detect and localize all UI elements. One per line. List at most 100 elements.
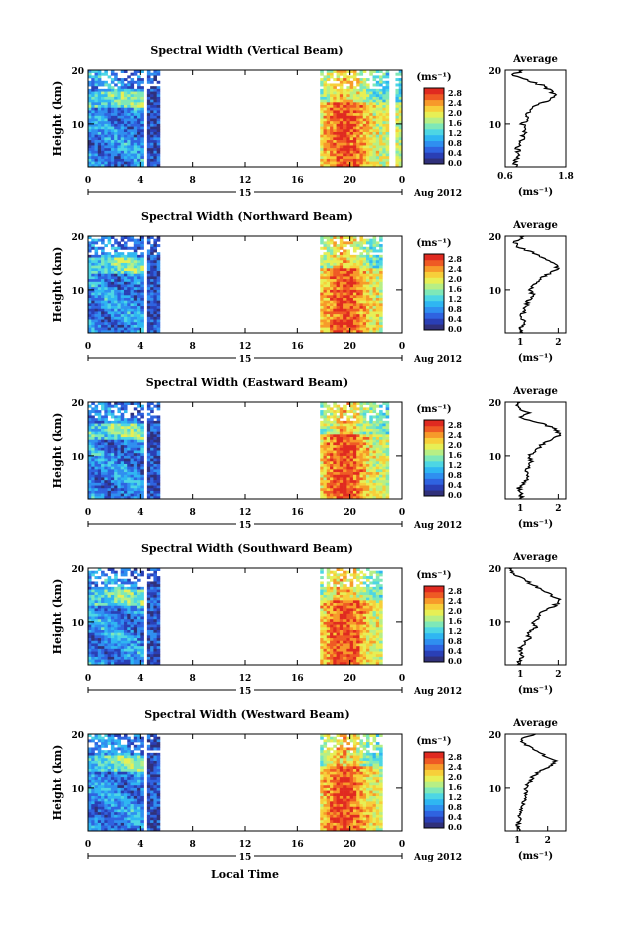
heatmap-cell	[107, 161, 112, 165]
heatmap-cell	[104, 279, 108, 283]
colorbar-segment	[424, 460, 444, 468]
heatmap-cell	[352, 289, 357, 293]
heatmap-cell	[323, 295, 328, 299]
heatmap-cell	[137, 442, 141, 446]
heatmap-cell	[352, 447, 357, 451]
heatmap-cell	[133, 99, 138, 103]
heatmap-cell	[88, 102, 92, 106]
heatmap-cell	[94, 426, 99, 430]
heatmap-cell	[343, 271, 347, 275]
heatmap-cell	[320, 241, 324, 245]
heatmap-cell	[356, 463, 360, 467]
colorbar-tick-label: 0.4	[448, 480, 462, 490]
heatmap-cell	[104, 584, 108, 588]
heatmap-cell	[382, 466, 386, 470]
heatmap-cell	[336, 96, 341, 100]
heatmap-cell	[123, 115, 128, 119]
heatmap-cell	[101, 260, 105, 264]
heatmap-cell	[146, 496, 151, 500]
heatmap-cell	[127, 105, 131, 109]
heatmap-cell	[101, 469, 105, 473]
heatmap-cell	[137, 592, 141, 596]
heatmap-cell	[330, 437, 334, 441]
heatmap-cell	[146, 110, 151, 114]
heatmap-cell	[330, 279, 334, 283]
heatmap-cell	[375, 469, 380, 473]
heatmap-cell	[343, 99, 347, 103]
heatmap-cell	[366, 126, 370, 130]
heatmap-cell	[146, 276, 151, 280]
heatmap-cell	[336, 91, 341, 95]
heatmap-cell	[323, 450, 328, 454]
panel-2: Spectral Width (Northward Beam)Height (k…	[51, 210, 567, 365]
heatmap-cell	[133, 158, 138, 162]
heatmap-cell	[385, 461, 390, 465]
heatmap-cell	[101, 402, 105, 405]
heatmap-cell	[333, 327, 337, 331]
heatmap-cell	[379, 268, 383, 272]
heatmap-cell	[379, 164, 383, 168]
heatmap-cell	[88, 600, 92, 604]
heatmap-cell	[117, 284, 122, 288]
heatmap-cell	[110, 316, 115, 320]
heatmap-cell	[323, 477, 328, 481]
heatmap-cell	[127, 619, 131, 623]
heatmap-cell	[375, 276, 380, 280]
heatmap-cell	[88, 249, 92, 253]
heatmap-cell	[156, 308, 161, 312]
heatmap-cell	[333, 488, 337, 492]
heatmap-cell	[153, 490, 157, 494]
heatmap-cell	[343, 324, 347, 328]
heatmap-cell	[120, 105, 125, 109]
heatmap-cell	[127, 96, 131, 100]
heatmap-cell	[133, 306, 138, 310]
heatmap-cell	[94, 118, 99, 122]
heatmap-cell	[356, 480, 360, 484]
heatmap-cell	[372, 75, 377, 79]
heatmap-cell	[385, 434, 390, 438]
heatmap-cell	[379, 477, 383, 481]
heatmap-cell	[156, 330, 161, 334]
heatmap-cell	[333, 461, 337, 465]
heatmap-cell	[385, 431, 390, 435]
heatmap-cell	[156, 300, 161, 304]
heatmap-cell	[362, 458, 367, 462]
heatmap-cell	[156, 490, 161, 494]
heatmap-cell	[379, 137, 383, 141]
heatmap-cell	[117, 597, 122, 601]
heatmap-cell	[104, 402, 108, 405]
heatmap-cell	[375, 455, 380, 459]
heatmap-cell	[91, 140, 95, 144]
heatmap-cell	[379, 319, 383, 323]
heatmap-cell	[127, 654, 131, 658]
panel-title: Spectral Width (Eastward Beam)	[146, 376, 348, 389]
heatmap-cell	[375, 254, 380, 258]
heatmap-cell	[127, 613, 131, 617]
heatmap-cell	[379, 80, 383, 84]
heatmap-cell	[88, 586, 92, 590]
heatmap-cell	[349, 426, 354, 430]
heatmap-cell	[137, 461, 141, 465]
heatmap-cell	[372, 99, 377, 103]
heatmap-cell	[114, 273, 118, 277]
heatmap-cell	[97, 148, 102, 152]
heatmap-cell	[320, 402, 324, 405]
heatmap-cell	[133, 102, 138, 106]
heatmap-cell	[326, 265, 331, 269]
heatmap-cell	[359, 308, 364, 312]
heatmap-cell	[379, 75, 383, 79]
heatmap-cell	[117, 94, 122, 98]
heatmap-cell	[323, 488, 328, 492]
heatmap-cell	[349, 284, 354, 288]
heatmap-cell	[140, 592, 144, 596]
heatmap-cell	[107, 330, 112, 334]
heatmap-cell	[130, 110, 135, 114]
heatmap-cell	[359, 455, 364, 459]
heatmap-cell	[346, 330, 350, 334]
heatmap-cell	[320, 140, 324, 144]
heatmap-cell	[359, 410, 364, 414]
heatmap-cell	[110, 605, 115, 609]
heatmap-cell	[104, 70, 108, 73]
heatmap-cell	[114, 306, 118, 310]
heatmap-cell	[120, 244, 125, 248]
